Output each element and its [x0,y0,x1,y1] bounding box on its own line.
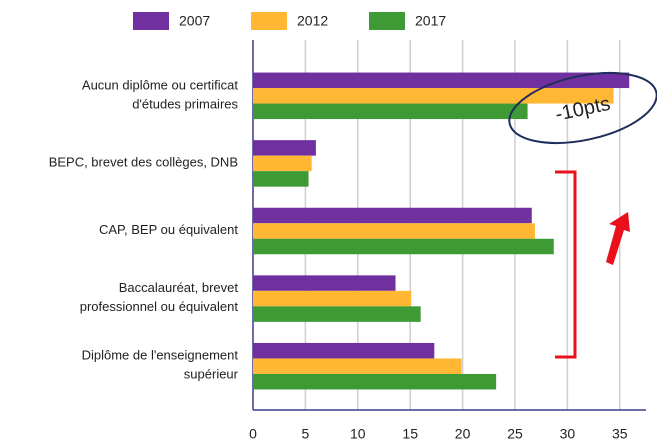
bar [253,155,312,172]
x-tick-label: 35 [612,426,628,442]
legend-swatch [369,12,405,30]
x-tick-label: 5 [302,426,310,442]
bar [253,223,535,239]
bar [253,342,435,359]
x-tick-label: 0 [249,426,257,442]
y-tick-label-line: d'études primaires [132,97,238,112]
legend-label: 2007 [179,13,210,29]
bar [253,88,614,104]
bar [253,275,396,291]
y-tick-label: Diplôme de l'enseignement supérieur [82,348,239,382]
y-tick-label-line: CAP, BEP ou équivalent [99,222,238,237]
bar [253,103,528,120]
bar [253,171,309,187]
bracket [555,170,577,359]
y-tick-label-line: professionnel ou équivalent [80,300,239,315]
bar [253,140,316,156]
legend-label: 2017 [415,13,446,29]
y-tick-label-line: Baccalauréat, brevet [119,281,239,296]
bar [253,373,497,390]
bar [253,358,462,374]
y-tick-label-line: Diplôme de l'enseignement [82,348,239,363]
x-tick-label: 25 [507,426,523,442]
legend-swatch [251,12,287,30]
y-tick-label: BEPC, brevet des collèges, DNB [49,155,238,170]
y-tick-label: Baccalauréat, brevet professionnel ou équ… [80,281,239,315]
legend-swatch [133,12,169,30]
bar [253,72,630,89]
legend-label: 2012 [297,13,328,29]
x-tick-label: 20 [455,426,471,442]
y-tick-label-line: supérieur [184,367,239,382]
arrow [606,212,630,265]
highlight-ellipse [508,72,657,144]
bar [253,238,554,255]
y-tick-label: CAP, BEP ou équivalent [99,222,238,237]
y-tick-label-line: BEPC, brevet des collèges, DNB [49,155,238,170]
y-tick-label-line: Aucun diplôme ou certificat [82,78,238,93]
x-tick-label: 10 [350,426,366,442]
bar [253,290,412,307]
bar [253,306,421,322]
x-tick-label: 30 [560,426,576,442]
y-tick-label: Aucun diplôme ou certificat d'études prim… [82,78,239,112]
x-tick-label: 15 [402,426,418,442]
bar [253,207,532,224]
